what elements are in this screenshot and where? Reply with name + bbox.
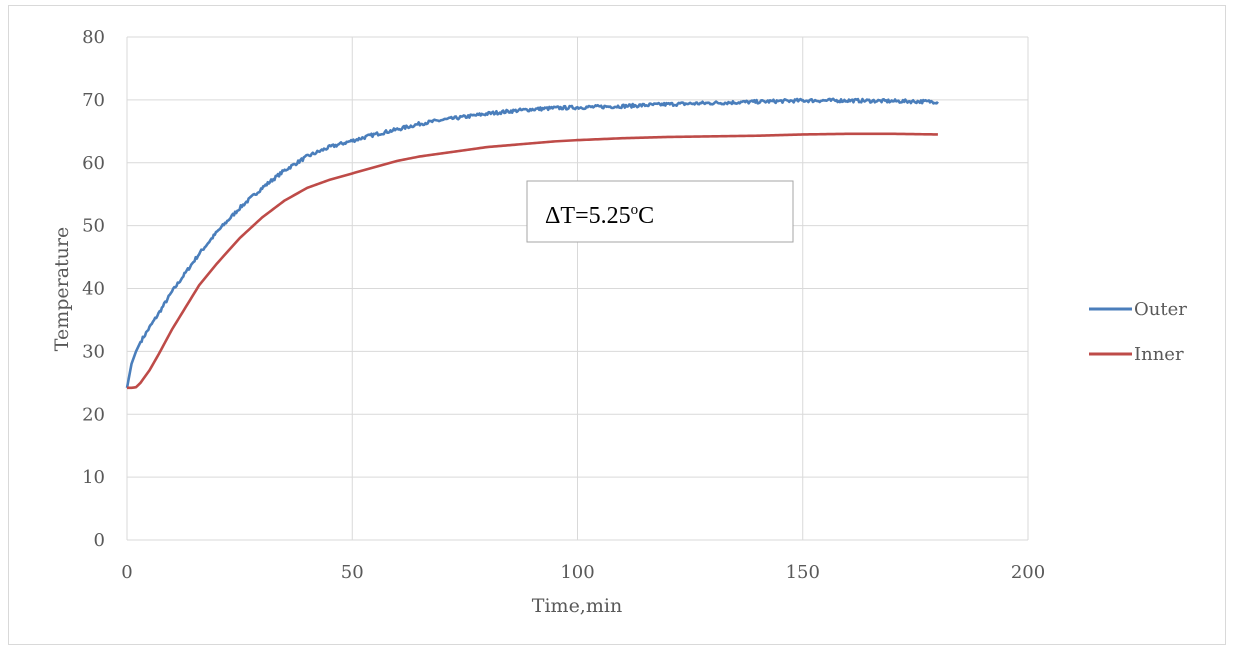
series-line-outer <box>125 97 939 389</box>
y-tick-label: 20 <box>82 404 105 425</box>
x-axis-ticks: 0 50 100 150 200 <box>121 562 1045 583</box>
x-tick-label: 150 <box>786 562 820 583</box>
annotation-suffix: C <box>638 203 654 229</box>
y-tick-label: 30 <box>82 341 105 362</box>
y-tick-label: 70 <box>82 90 105 111</box>
annotation-superscript: o <box>631 202 639 218</box>
series-layer <box>125 97 939 390</box>
y-axis-ticks: 0 10 20 30 40 50 60 70 80 <box>82 27 105 551</box>
x-axis-title: Time,min <box>532 595 622 617</box>
annotation-box: ΔT=5.25oC <box>526 180 794 243</box>
series-line-inner <box>127 132 938 390</box>
y-tick-label: 60 <box>82 153 105 174</box>
chart-frame <box>8 5 1226 645</box>
y-tick-label: 40 <box>82 279 105 300</box>
y-axis-title: Temperature <box>51 227 73 351</box>
y-tick-label: 10 <box>82 467 105 488</box>
legend: Outer Inner <box>1089 299 1187 365</box>
y-tick-label: 0 <box>94 530 105 551</box>
legend-label-outer: Outer <box>1134 299 1187 320</box>
annotation-text: ΔT=5.25oC <box>545 202 654 229</box>
x-tick-label: 200 <box>1011 562 1045 583</box>
x-tick-label: 0 <box>121 562 132 583</box>
y-tick-label: 80 <box>82 27 105 48</box>
annotation-prefix: ΔT=5.25 <box>545 203 631 229</box>
grid-lines <box>126 36 1029 541</box>
legend-label-inner: Inner <box>1134 344 1184 365</box>
x-tick-label: 50 <box>341 562 364 583</box>
x-tick-label: 100 <box>560 562 594 583</box>
y-tick-label: 50 <box>82 216 105 237</box>
